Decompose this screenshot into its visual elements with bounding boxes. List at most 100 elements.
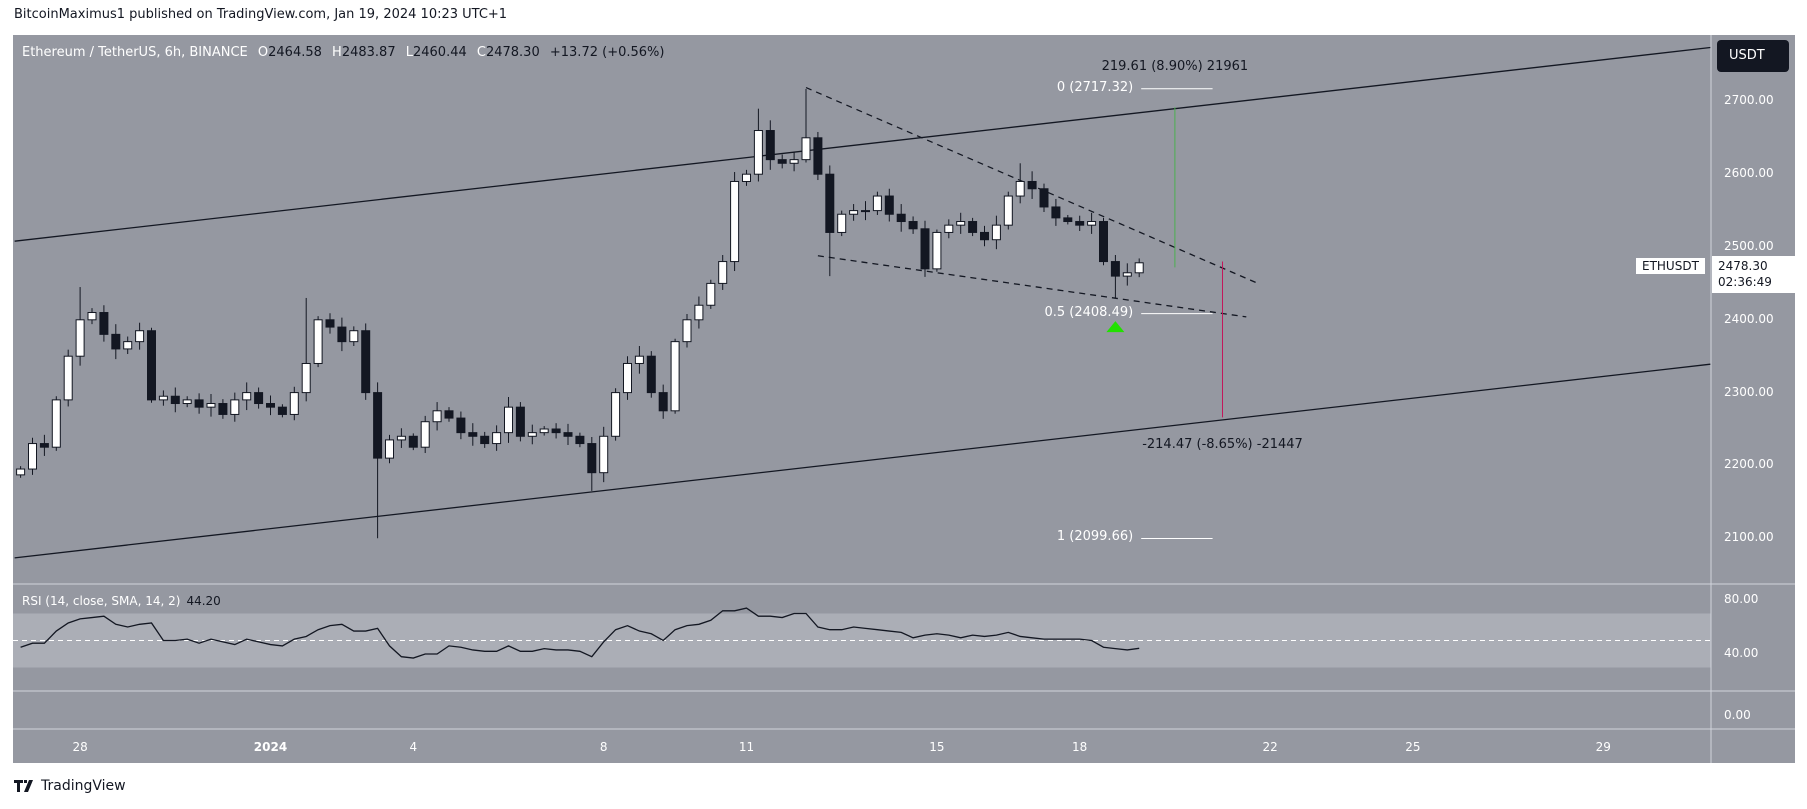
- candle-up: [313, 319, 323, 364]
- candle-up: [16, 468, 26, 476]
- wedge-lower-line: [817, 255, 1247, 318]
- candle-up: [932, 231, 942, 270]
- time-tick-label: 11: [738, 740, 755, 754]
- candle-up: [206, 403, 216, 408]
- candle-down: [646, 355, 656, 394]
- symbol-legend: Ethereum / TetherUS, 6h, BINANCE O2464.5…: [22, 45, 665, 60]
- candle-down: [337, 326, 347, 343]
- candle-up: [623, 362, 632, 394]
- candle-up: [28, 443, 37, 470]
- candle-up: [539, 428, 549, 434]
- change-value: +13.72 (+0.56%): [549, 45, 665, 60]
- candle-up: [289, 392, 299, 415]
- price-pane: [14, 46, 1711, 559]
- last-price-label: 2478.30 02:36:49: [1712, 256, 1795, 293]
- candle-down: [825, 173, 835, 233]
- rsi-line: [20, 607, 1140, 659]
- time-tick-label: 22: [1262, 740, 1278, 754]
- low-value: 2460.44: [412, 45, 467, 60]
- time-tick-label: 18: [1072, 740, 1088, 754]
- candle-down: [813, 137, 823, 175]
- candle-down: [1099, 221, 1108, 263]
- candle-down: [194, 399, 204, 408]
- candle-up: [301, 362, 311, 394]
- candle-down: [1039, 188, 1049, 208]
- candle-down: [373, 392, 383, 459]
- candle-down: [361, 330, 371, 394]
- candle-up: [1134, 262, 1144, 274]
- time-tick-label: 8: [599, 740, 608, 754]
- candle-up: [123, 341, 133, 350]
- fib-level-label: 0.5 (2408.49): [1044, 304, 1134, 320]
- candle-down: [920, 228, 930, 270]
- price-tick-label: 2500.00: [1724, 239, 1774, 253]
- candle-down: [408, 435, 418, 448]
- candle-down: [896, 213, 906, 223]
- candle-down: [575, 435, 585, 445]
- candle-up: [634, 355, 644, 364]
- candle-down: [908, 221, 918, 230]
- measure-up-label: 219.61 (8.90%) 21961: [1101, 59, 1249, 75]
- rsi-legend: RSI (14, close, SMA, 14, 2) 44.20: [22, 594, 221, 608]
- candle-up: [504, 406, 513, 434]
- rsi-tick-label: 40.00: [1724, 646, 1759, 660]
- candle-down: [563, 432, 573, 437]
- candle-down: [1051, 206, 1061, 219]
- price-tick-label: 2700.00: [1724, 93, 1774, 108]
- measure-down-label: -214.47 (-8.65%) -21447: [1142, 437, 1303, 453]
- candle-countdown: 02:36:49: [1718, 275, 1772, 289]
- time-tick-label: 15: [929, 740, 945, 754]
- candle-down: [254, 392, 264, 405]
- candle-down: [277, 406, 287, 415]
- candle-down: [968, 221, 978, 233]
- candle-up: [956, 221, 966, 226]
- candle-up: [872, 195, 882, 212]
- candle-up: [242, 392, 252, 401]
- candle-down: [325, 319, 335, 328]
- time-tick-label: 2024: [253, 740, 288, 754]
- price-tick-label: 2600.00: [1724, 166, 1774, 181]
- candle-down: [765, 130, 775, 161]
- channel-upper-line: [14, 46, 1711, 242]
- candle-up: [396, 435, 406, 441]
- candle-down: [777, 159, 787, 164]
- candle-up: [801, 137, 811, 161]
- candle-up: [1003, 195, 1013, 226]
- candle-down: [1075, 221, 1085, 226]
- tradingview-logo-icon: [14, 780, 33, 792]
- candle-up: [75, 319, 85, 357]
- candle-up: [706, 282, 716, 306]
- candle-down: [1063, 217, 1073, 223]
- candle-up: [385, 439, 394, 459]
- green-triangle-icon: [1106, 321, 1125, 333]
- publisher-header: BitcoinMaximus1 published on TradingView…: [14, 7, 508, 22]
- candle-up: [420, 421, 430, 448]
- time-tick-label: 4: [409, 740, 418, 754]
- rsi-tick-label: 80.00: [1724, 592, 1759, 606]
- candle-up: [158, 395, 168, 401]
- currency-button[interactable]: USDT: [1717, 40, 1789, 72]
- candle-up: [849, 210, 859, 215]
- candle-down: [1027, 180, 1037, 190]
- candle-up: [63, 355, 73, 401]
- candle-down: [587, 443, 597, 474]
- rsi-value: 44.20: [186, 594, 221, 608]
- symbol-price-label: ETHUSDT: [1636, 258, 1705, 274]
- candle-up: [230, 399, 240, 415]
- candle-up: [492, 432, 502, 445]
- candle-up: [991, 224, 1001, 241]
- tradingview-logo[interactable]: TradingView: [14, 778, 126, 794]
- candle-up: [611, 392, 621, 437]
- candle-down: [658, 392, 668, 412]
- candle-up: [87, 312, 97, 321]
- candle-up: [599, 435, 609, 474]
- time-tick-label: 25: [1405, 740, 1421, 754]
- candle-up: [682, 319, 692, 343]
- candle-down: [218, 403, 228, 415]
- candle-up: [432, 410, 442, 423]
- candle-down: [111, 333, 121, 350]
- fib-level-label: 1 (2099.66): [1056, 529, 1134, 545]
- candle-down: [884, 195, 894, 215]
- candle-up: [1087, 221, 1097, 226]
